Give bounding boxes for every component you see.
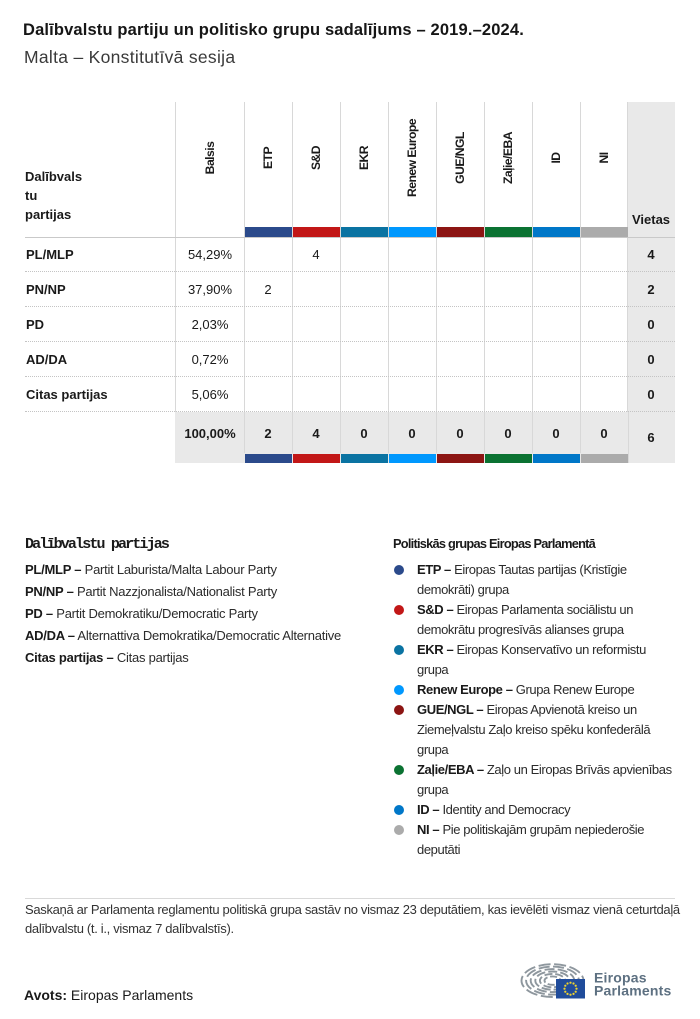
svg-text:Eiropas: Eiropas — [594, 970, 647, 986]
svg-text:Parlaments: Parlaments — [594, 983, 671, 999]
